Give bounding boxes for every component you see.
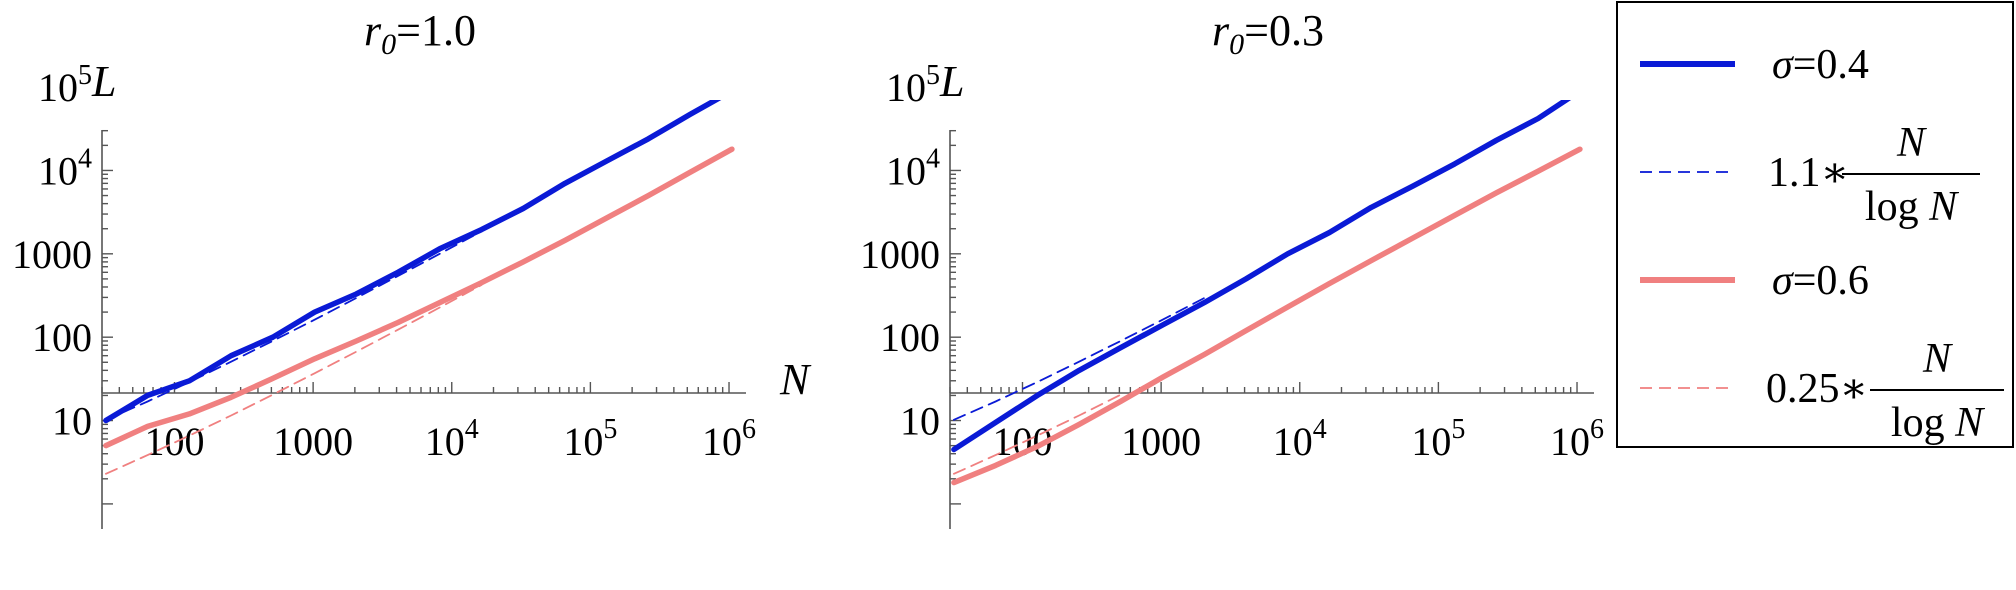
legend-coef-sigma04_fit: 1.1∗ xyxy=(1768,150,1849,196)
series-line-sigma04 xyxy=(951,100,1572,453)
x-tick-label: 106 xyxy=(702,414,756,464)
series-line-sigma06 xyxy=(103,146,735,449)
y-tick-label: 100 xyxy=(880,315,940,360)
y-tick-label: 105 xyxy=(886,60,940,110)
chart-title: r0=1.0 xyxy=(364,6,476,61)
chart-title: r0=0.3 xyxy=(1212,6,1324,61)
series-line-sigma04_fit xyxy=(953,297,1206,421)
y-tick-label: 104 xyxy=(886,143,940,193)
series-line-sigma06 xyxy=(951,146,1583,486)
y-axis-label: L xyxy=(939,57,964,106)
x-axis-label: N xyxy=(779,355,812,404)
y-tick-label: 10 xyxy=(52,399,92,444)
y-tick-label: 100 xyxy=(32,315,92,360)
y-tick-label: 1000 xyxy=(12,232,92,277)
x-tick-label: 105 xyxy=(1411,414,1465,464)
legend-numerator: N xyxy=(1896,120,1927,166)
x-tick-label: 105 xyxy=(563,414,617,464)
y-tick-label: 105 xyxy=(38,60,92,110)
legend-label-sigma06: σ=0.6 xyxy=(1772,258,1869,304)
x-tick-label: 1000 xyxy=(273,419,353,464)
y-tick-label: 10 xyxy=(900,399,940,444)
y-tick-label: 1000 xyxy=(860,232,940,277)
legend-numerator: N xyxy=(1922,336,1953,382)
plot-area xyxy=(103,100,735,475)
legend-denominator: log N xyxy=(1891,400,1985,446)
x-tick-label: 104 xyxy=(425,414,479,464)
y-axis-label: L xyxy=(91,57,116,106)
y-tick-label: 104 xyxy=(38,143,92,193)
series-line-sigma04_fit xyxy=(105,230,483,421)
series-line-sigma06_fit xyxy=(105,284,483,475)
x-tick-label: 104 xyxy=(1273,414,1327,464)
legend-coef-sigma06_fit: 0.25∗ xyxy=(1766,366,1868,412)
x-tick-label: 1000 xyxy=(1121,419,1201,464)
legend-frame xyxy=(1616,1,2014,448)
x-tick-label: 106 xyxy=(1550,414,1604,464)
legend-denominator: log N xyxy=(1865,184,1959,230)
series-line-sigma06_fit xyxy=(953,393,1122,475)
plot-area xyxy=(951,100,1583,486)
legend-label-sigma04: σ=0.4 xyxy=(1772,42,1869,88)
series-line-sigma04 xyxy=(103,100,722,424)
